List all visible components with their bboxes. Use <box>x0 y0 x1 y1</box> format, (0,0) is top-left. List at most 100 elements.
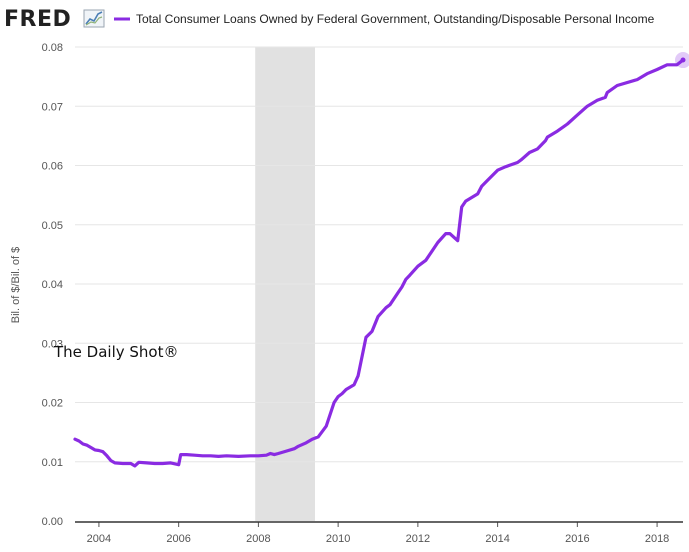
data-point <box>177 463 180 466</box>
data-point <box>520 158 523 161</box>
last-point-marker[interactable] <box>680 57 686 63</box>
data-point <box>586 105 589 108</box>
data-point <box>249 454 252 457</box>
data-point <box>101 450 104 453</box>
x-tick-label: 2008 <box>246 533 270 545</box>
data-point <box>384 306 387 309</box>
data-point <box>105 454 108 457</box>
data-point <box>273 453 276 456</box>
data-point <box>353 383 356 386</box>
x-axis-tick-labels: 2004 2006 2008 2010 2012 2014 2016 2018 <box>87 522 669 545</box>
x-tick-label: 2006 <box>166 533 190 545</box>
data-point <box>333 401 336 404</box>
data-point <box>436 241 439 244</box>
data-point <box>476 192 479 195</box>
data-point <box>604 96 607 99</box>
y-axis-tick-labels: 0.00 0.01 0.02 0.03 0.04 0.05 0.06 0.07 0.08 <box>42 42 63 528</box>
fred-logo: FRED <box>4 7 105 32</box>
line-chart-icon <box>83 9 105 28</box>
data-point <box>480 185 483 188</box>
y-tick-label: 0.03 <box>42 338 63 350</box>
data-point <box>400 285 403 288</box>
data-point <box>129 462 132 465</box>
y-tick-label: 0.02 <box>42 398 63 410</box>
data-point <box>74 438 77 441</box>
data-point <box>153 462 156 465</box>
data-point <box>646 72 649 75</box>
data-point <box>396 291 399 294</box>
data-point <box>179 453 182 456</box>
x-tick-label: 2012 <box>406 533 430 545</box>
data-point <box>536 147 539 150</box>
data-point <box>311 438 314 441</box>
data-point <box>185 453 188 456</box>
data-point <box>528 151 531 154</box>
x-tick-label: 2010 <box>326 533 350 545</box>
x-tick-label: 2016 <box>565 533 589 545</box>
data-point <box>337 395 340 398</box>
data-point <box>544 139 547 142</box>
y-tick-label: 0.05 <box>42 220 63 232</box>
data-point <box>305 441 308 444</box>
data-point <box>137 461 140 464</box>
series-points <box>74 59 685 468</box>
data-point <box>576 114 579 117</box>
data-point <box>424 259 427 262</box>
y-tick-label: 0.00 <box>42 516 63 528</box>
data-point <box>325 425 328 428</box>
data-point <box>317 435 320 438</box>
data-point <box>121 462 124 465</box>
data-point <box>546 136 549 139</box>
data-point <box>464 200 467 203</box>
y-tick-label: 0.04 <box>42 279 63 291</box>
data-point <box>145 461 148 464</box>
grid-lines <box>75 46 683 463</box>
data-point <box>444 232 447 235</box>
series-line[interactable] <box>73 58 685 468</box>
data-point <box>428 253 431 256</box>
data-point <box>516 161 519 164</box>
data-point <box>169 461 172 464</box>
data-point <box>456 239 459 242</box>
x-tick-label: 2018 <box>645 533 669 545</box>
y-tick-label: 0.06 <box>42 161 63 173</box>
data-point <box>237 455 240 458</box>
data-point <box>656 68 659 71</box>
y-axis-label: Bil. of $/Bil. of $ <box>10 247 22 323</box>
data-point <box>596 99 599 102</box>
y-tick-label: 0.01 <box>42 457 63 469</box>
data-point <box>257 454 260 457</box>
data-point <box>97 449 100 452</box>
x-tick-label: 2014 <box>485 533 509 545</box>
data-point <box>460 205 463 208</box>
data-point <box>193 454 196 457</box>
data-point <box>93 448 96 451</box>
data-point <box>365 336 368 339</box>
data-point <box>486 179 489 182</box>
data-point <box>89 446 92 449</box>
data-point <box>81 442 84 445</box>
fred-logo-text: FRED <box>4 7 71 32</box>
data-point <box>416 265 419 268</box>
y-tick-label: 0.08 <box>42 42 63 54</box>
data-point <box>161 462 164 465</box>
y-tick-label: 0.07 <box>42 101 63 113</box>
data-point <box>217 455 220 458</box>
data-point <box>277 452 280 455</box>
x-tick-label: 2004 <box>87 533 111 545</box>
data-point <box>133 464 136 467</box>
data-point <box>209 454 212 457</box>
data-point <box>341 392 344 395</box>
data-point <box>377 315 380 318</box>
data-point <box>77 440 80 443</box>
data-point <box>293 447 296 450</box>
data-point <box>566 123 569 126</box>
data-point <box>371 330 374 333</box>
legend[interactable]: Total Consumer Loans Owned by Federal Go… <box>114 12 655 26</box>
data-point <box>109 459 112 462</box>
data-point <box>496 169 499 172</box>
data-point <box>285 450 288 453</box>
data-point <box>636 78 639 81</box>
data-point <box>269 452 272 455</box>
data-point <box>504 165 507 168</box>
